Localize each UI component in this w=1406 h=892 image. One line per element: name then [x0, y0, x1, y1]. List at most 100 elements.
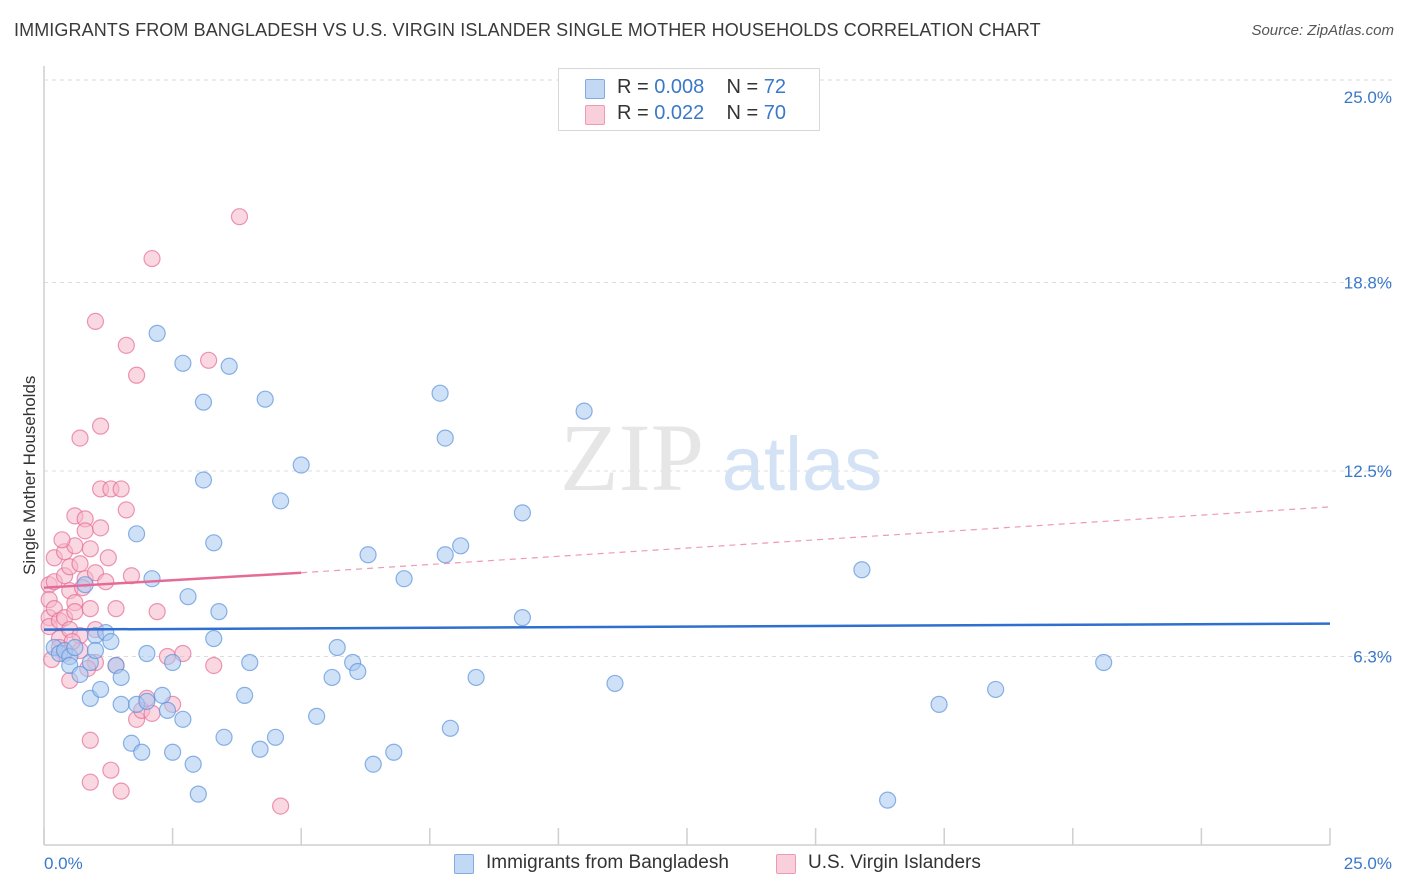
y-axis-label: Single Mother Households	[20, 375, 39, 575]
axes	[43, 66, 1331, 846]
point-bangladesh	[436, 546, 454, 564]
point-virgin-islanders	[148, 603, 166, 621]
legend-swatch-blue	[585, 79, 605, 99]
point-virgin-islanders	[272, 797, 290, 815]
point-bangladesh	[879, 791, 897, 809]
watermark-atlas: atlas	[722, 422, 883, 507]
point-virgin-islanders	[205, 656, 223, 675]
correlation-legend: R = 0.008 N = 72 R = 0.022 N = 70	[558, 68, 820, 131]
point-virgin-islanders	[86, 312, 105, 330]
watermark: ZIP atlas	[560, 404, 882, 511]
point-bangladesh	[236, 686, 254, 705]
legend-r-value: 0.008	[654, 76, 705, 98]
point-virgin-islanders	[230, 208, 249, 226]
point-bangladesh	[174, 710, 192, 728]
point-bangladesh	[71, 665, 89, 684]
trend-line-bangladesh	[43, 622, 1331, 631]
y-tick-label: 12.5%	[1344, 462, 1392, 481]
point-bangladesh	[189, 785, 207, 803]
point-bangladesh	[349, 662, 367, 681]
point-bangladesh	[138, 644, 156, 663]
legend-r-value: 0.022	[654, 102, 705, 124]
point-bangladesh	[179, 588, 197, 606]
point-virgin-islanders	[107, 600, 125, 618]
x-tick-label: 0.0%	[44, 854, 83, 873]
point-bangladesh	[164, 653, 182, 672]
point-bangladesh	[1095, 653, 1113, 672]
legend-label-bangladesh: Immigrants from Bangladesh	[486, 852, 729, 873]
point-virgin-islanders	[71, 429, 89, 447]
legend-label-virgin-islanders: U.S. Virgin Islanders	[808, 852, 981, 873]
legend-n-label: N =	[726, 76, 764, 98]
point-bangladesh	[91, 680, 110, 699]
point-virgin-islanders	[112, 480, 130, 498]
point-bangladesh	[174, 354, 192, 372]
point-bangladesh	[385, 743, 403, 761]
point-virgin-islanders	[81, 540, 99, 558]
series-virgin-islanders	[40, 208, 290, 815]
point-bangladesh	[205, 534, 223, 552]
point-virgin-islanders	[91, 519, 110, 537]
point-bangladesh	[102, 632, 120, 651]
point-virgin-islanders	[91, 417, 110, 435]
point-bangladesh	[194, 471, 213, 489]
point-virgin-islanders	[117, 336, 135, 354]
point-bangladesh	[359, 546, 377, 564]
trend-line-virgin-islanders	[43, 571, 302, 589]
trend-line-virgin-islanders-extended	[301, 506, 1331, 574]
legend-n-value: 72	[763, 76, 787, 98]
point-bangladesh	[436, 429, 454, 447]
grid	[44, 79, 1392, 658]
point-bangladesh	[127, 525, 146, 543]
point-bangladesh	[308, 707, 326, 725]
point-virgin-islanders	[81, 731, 99, 749]
point-bangladesh	[143, 570, 161, 588]
point-bangladesh	[210, 603, 228, 621]
y-tick-label: 25.0%	[1344, 88, 1392, 107]
series-bangladesh	[45, 324, 1113, 809]
point-virgin-islanders	[102, 761, 120, 779]
point-virgin-islanders	[71, 555, 89, 573]
point-bangladesh	[452, 537, 470, 555]
point-virgin-islanders	[53, 531, 71, 549]
point-bangladesh	[292, 456, 310, 474]
point-virgin-islanders	[112, 782, 130, 800]
point-bangladesh	[241, 653, 259, 672]
point-virgin-islanders	[81, 600, 99, 618]
point-virgin-islanders	[99, 549, 117, 567]
point-bangladesh	[987, 680, 1005, 699]
legend-n-value: 70	[763, 102, 787, 124]
point-bangladesh	[138, 692, 156, 710]
point-bangladesh	[606, 674, 624, 693]
legend-r-label: R =	[617, 102, 655, 124]
point-bangladesh	[930, 695, 948, 713]
point-bangladesh	[205, 629, 223, 648]
y-tick-label: 18.8%	[1344, 274, 1392, 293]
point-virgin-islanders	[127, 366, 146, 384]
point-bangladesh	[148, 324, 166, 342]
point-bangladesh	[395, 570, 413, 588]
point-bangladesh	[513, 504, 531, 522]
point-bangladesh	[328, 638, 346, 657]
tick-labels: 6.3% 12.5% 18.8% 25.0% 0.0% 25.0%	[44, 88, 1392, 873]
x-tick-label: 25.0%	[1344, 854, 1392, 873]
point-bangladesh	[251, 740, 269, 758]
point-bangladesh	[266, 728, 285, 746]
point-virgin-islanders	[66, 603, 84, 621]
point-virgin-islanders	[76, 522, 94, 540]
point-bangladesh	[323, 668, 341, 687]
point-bangladesh	[153, 686, 171, 705]
legend-swatch-blue	[454, 854, 474, 874]
source-label: Source: ZipAtlas.com	[1251, 22, 1394, 39]
point-virgin-islanders	[81, 773, 99, 791]
point-virgin-islanders	[117, 501, 135, 519]
point-bangladesh	[853, 561, 871, 579]
point-bangladesh	[467, 668, 485, 687]
point-bangladesh	[431, 384, 449, 402]
point-bangladesh	[215, 728, 233, 746]
point-bangladesh	[441, 719, 459, 737]
point-bangladesh	[272, 492, 290, 510]
point-virgin-islanders	[143, 249, 161, 268]
legend-swatch-pink	[776, 854, 796, 874]
